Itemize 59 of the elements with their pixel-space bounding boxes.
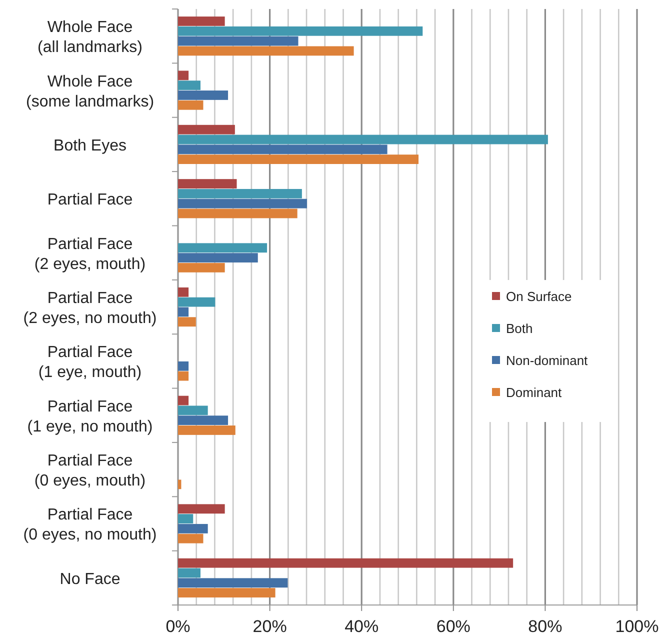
bar: [178, 361, 189, 371]
bar: [178, 243, 268, 253]
bar: [178, 144, 388, 154]
bar: [178, 80, 200, 90]
bar: [178, 578, 288, 588]
y-tick-label: Whole Face (some landmarks): [26, 73, 154, 110]
bar: [178, 124, 235, 134]
bar: [178, 297, 216, 307]
bar: [178, 524, 208, 534]
y-tick-label: Partial Face (2 eyes, mouth): [34, 236, 146, 273]
x-tick-label: 80%: [528, 617, 562, 636]
bar: [178, 262, 225, 272]
bar: [178, 90, 228, 100]
bar: [178, 416, 228, 426]
y-tick-label: Partial Face (1 eye, no mouth): [27, 398, 153, 436]
x-tick-label: 60%: [436, 617, 470, 636]
bar: [178, 426, 236, 435]
legend-label: Non-dominant: [506, 353, 588, 368]
x-tick-label: 40%: [344, 617, 379, 636]
y-tick-label: No Face: [60, 570, 120, 588]
bar: [178, 26, 423, 36]
bar: [178, 317, 196, 327]
bar: [178, 253, 258, 262]
y-tick-label: Partial Face: [47, 192, 133, 209]
bar: [178, 534, 204, 544]
bar: [178, 480, 182, 490]
y-tick-label: Both Eyes: [54, 137, 126, 154]
y-tick-label: Partial Face (0 eyes, no mouth): [23, 506, 157, 544]
bar: [178, 70, 189, 80]
bar: [178, 371, 189, 381]
bar: [178, 568, 200, 578]
bar: [178, 36, 298, 46]
bar: [178, 208, 298, 218]
bar: [178, 154, 419, 164]
bar: [178, 287, 189, 297]
legend-label: On Surface: [506, 289, 572, 304]
y-tick-label: Partial Face (0 eyes, mouth): [34, 452, 146, 490]
x-tick-label: 0%: [166, 617, 190, 636]
bar: [178, 16, 225, 26]
y-tick-label: Partial Face (2 eyes, no mouth): [23, 290, 157, 327]
bar: [178, 179, 237, 188]
legend-label: Both: [506, 321, 533, 336]
bar: [178, 100, 204, 110]
x-tick-label: 100%: [615, 617, 659, 636]
bar: [178, 588, 276, 598]
bar: [178, 514, 194, 524]
bar: [178, 198, 307, 208]
legend-label: Dominant: [506, 385, 562, 400]
bar: [178, 188, 302, 198]
bar: [178, 134, 548, 144]
bar: [178, 406, 208, 416]
bar: [178, 504, 225, 514]
bar: [178, 307, 189, 317]
bar: [178, 558, 514, 568]
y-tick-label: Partial Face (1 eye, mouth): [38, 344, 142, 382]
y-tick-label: Whole Face (all landmarks): [38, 19, 142, 56]
x-tick-label: 20%: [252, 617, 287, 636]
bar: [178, 396, 189, 406]
bar: [178, 46, 354, 56]
